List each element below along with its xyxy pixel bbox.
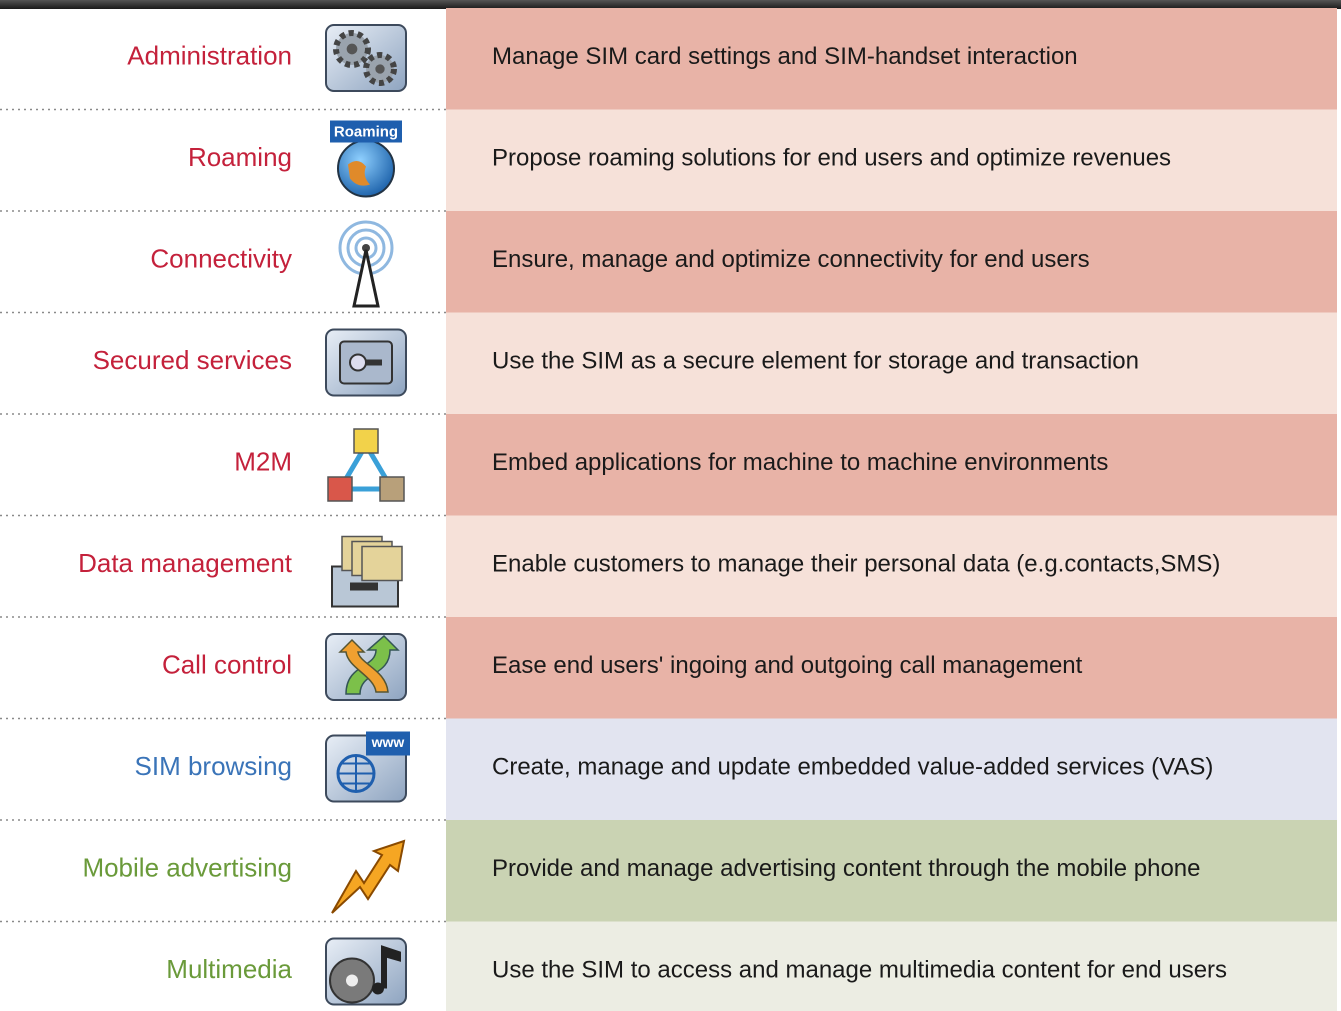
row-label: M2M [234, 447, 292, 477]
row-icon: www [325, 731, 410, 803]
row: Mobile advertising Provide and manage adv… [0, 820, 1337, 923]
row-background [446, 211, 1337, 313]
icon-arrow-up [345, 634, 400, 695]
row: Call control Ease end users' ingoing and … [0, 617, 1337, 720]
icon-land [348, 160, 370, 186]
row-label: Multimedia [166, 954, 292, 984]
icon-cube [353, 428, 379, 454]
row-background [446, 109, 1337, 211]
row-icon: Roaming [330, 120, 402, 198]
icon-reel-hub [346, 974, 358, 987]
row: Data management Enable customers to manag… [0, 515, 1337, 618]
row-icon [327, 428, 405, 502]
top-bar [0, 0, 1341, 9]
row: M2M Embed applications for machine to mac… [0, 414, 1337, 517]
row-label: Mobile advertising [82, 853, 292, 883]
icon-dial [349, 353, 367, 372]
row-description: Ensure, manage and optimize connectivity… [492, 246, 1090, 273]
row-background [446, 312, 1337, 414]
row-description: Use the SIM as a secure element for stor… [492, 348, 1139, 375]
row-description: Provide and manage advertising content t… [492, 855, 1200, 882]
row: Administration Manage SIM card settings a… [0, 8, 1337, 111]
row-icon [331, 535, 403, 608]
row-background [446, 414, 1337, 516]
icon-cube [379, 476, 405, 502]
row-description: Ease end users' ingoing and outgoing cal… [492, 652, 1083, 679]
icon-links [335, 440, 397, 492]
row-icon [325, 24, 407, 92]
icon-grid [338, 755, 374, 792]
row-label: Connectivity [150, 244, 292, 274]
icon-gear-hub [346, 43, 358, 55]
icon-note [381, 945, 401, 989]
row-icon [338, 220, 394, 308]
row-description: Use the SIM to access and manage multime… [492, 957, 1227, 984]
row-description: Create, manage and update embedded value… [492, 754, 1213, 781]
icon-text: www [371, 734, 405, 750]
row-label: Secured services [93, 345, 292, 375]
icon-mast [352, 249, 380, 308]
row-icon [325, 328, 407, 397]
icon-cube [327, 476, 353, 502]
icon-note-head [372, 982, 384, 995]
icon-handle [366, 359, 382, 366]
icon-text: Roaming [334, 123, 398, 140]
row-background [446, 921, 1337, 1011]
row-background [446, 8, 1337, 110]
row-description: Propose roaming solutions for end users … [492, 145, 1171, 172]
row-background [446, 718, 1337, 820]
icon-pull [350, 582, 378, 591]
row-background [446, 617, 1337, 719]
row-label: Roaming [188, 142, 292, 172]
icon-folder [361, 545, 403, 582]
row: Multimedia Use the SIM to access and mana… [166, 921, 1337, 1011]
icon-globe [337, 139, 395, 198]
row-icon [325, 633, 407, 701]
icon-gear-hub [375, 64, 385, 74]
row-description: Manage SIM card settings and SIM-handset… [492, 43, 1078, 70]
icon-dot [362, 244, 370, 252]
icon-arrow-down [338, 638, 389, 693]
row-label: SIM browsing [135, 751, 293, 781]
row-description: Enable customers to manage their persona… [492, 551, 1220, 578]
row: Secured services Use the SIM as a secure … [0, 312, 1337, 415]
row-description: Embed applications for machine to machin… [492, 449, 1108, 476]
row-icon [325, 937, 407, 1006]
icon-trend [331, 839, 406, 914]
row-label: Administration [127, 41, 292, 71]
row: Roaming Roaming Propose roaming solutions … [0, 109, 1337, 212]
row-icon [331, 839, 406, 914]
icon-tag [330, 120, 402, 143]
row-label: Call control [162, 650, 292, 680]
icon-tag [366, 731, 410, 756]
row-background [446, 515, 1337, 617]
row-background [446, 820, 1337, 922]
row-label: Data management [78, 548, 293, 578]
row: SIM browsing www Create, manage and update… [0, 718, 1337, 821]
row: Connectivity Ensure, manage and optimize … [0, 211, 1337, 314]
